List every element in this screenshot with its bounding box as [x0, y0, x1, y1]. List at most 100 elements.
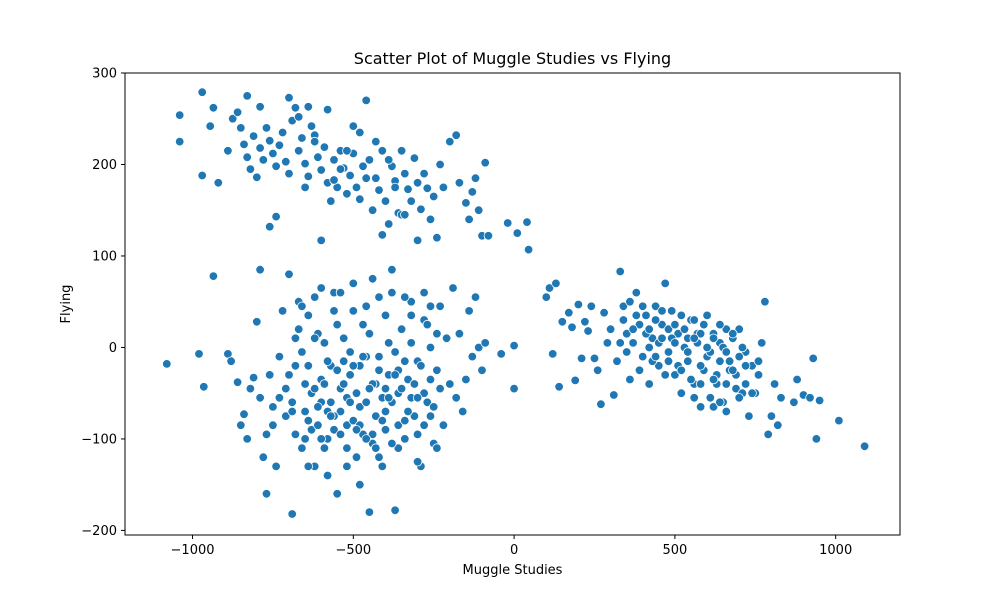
data-point: [734, 393, 744, 403]
data-point: [464, 214, 474, 225]
data-point: [618, 315, 629, 325]
data-point: [351, 182, 362, 193]
data-point: [310, 136, 320, 147]
data-point: [199, 382, 209, 392]
data-point: [300, 379, 310, 389]
data-point: [728, 329, 738, 339]
data-point: [205, 121, 215, 131]
data-point: [332, 365, 342, 376]
data-point: [406, 196, 416, 206]
data-point: [631, 310, 642, 321]
data-point: [248, 131, 259, 141]
data-point: [599, 308, 609, 318]
data-point: [454, 329, 465, 339]
data-point: [384, 219, 394, 229]
data-point: [644, 324, 654, 334]
data-point: [593, 365, 603, 376]
data-point: [345, 397, 355, 408]
data-point: [300, 406, 310, 417]
data-point: [342, 146, 352, 156]
data-point: [316, 434, 326, 444]
data-point: [239, 409, 249, 419]
data-point: [265, 221, 275, 232]
data-point: [313, 402, 323, 412]
plot-frame: [124, 72, 901, 536]
data-point: [197, 87, 207, 97]
data-point: [326, 397, 336, 408]
data-point: [396, 324, 407, 334]
data-point: [728, 365, 738, 376]
data-point: [319, 443, 330, 453]
data-point: [351, 388, 362, 398]
data-point: [544, 283, 555, 293]
data-point: [374, 351, 384, 362]
data-point: [425, 301, 436, 312]
data-point: [670, 338, 680, 348]
data-point: [355, 127, 365, 138]
data-point: [586, 301, 597, 312]
data-point: [474, 342, 484, 353]
data-point: [412, 457, 423, 467]
data-point: [523, 244, 534, 255]
data-point: [335, 287, 346, 298]
data-point: [753, 356, 764, 366]
data-point: [422, 397, 433, 408]
data-point: [322, 104, 333, 115]
data-point: [657, 306, 667, 316]
data-point: [274, 140, 285, 151]
data-point: [683, 356, 693, 366]
data-point: [650, 351, 661, 362]
data-point: [705, 393, 716, 403]
data-point: [335, 164, 346, 174]
data-point: [734, 324, 744, 334]
data-point: [274, 393, 285, 403]
data-point: [673, 329, 683, 339]
data-point: [461, 198, 471, 208]
data-point: [242, 434, 252, 444]
data-point: [339, 379, 349, 389]
data-point: [342, 420, 352, 430]
data-point: [425, 374, 436, 385]
data-point: [265, 135, 275, 146]
data-point: [332, 489, 342, 499]
data-point: [316, 283, 326, 293]
data-point: [773, 420, 783, 430]
data-point: [287, 397, 297, 408]
data-point: [274, 351, 285, 362]
data-point: [268, 402, 278, 412]
data-point: [644, 379, 654, 389]
data-point: [400, 434, 410, 444]
data-point: [576, 353, 587, 364]
data-point: [342, 189, 352, 199]
data-point: [753, 370, 764, 380]
data-point: [319, 379, 330, 389]
data-point: [387, 438, 397, 449]
data-point: [197, 170, 207, 181]
data-point: [339, 356, 349, 366]
data-point: [406, 338, 416, 348]
data-point: [541, 292, 552, 302]
data-point: [557, 317, 568, 327]
data-point: [740, 361, 751, 371]
data-point: [316, 165, 326, 175]
data-point: [432, 232, 442, 243]
data-point: [695, 379, 706, 389]
data-point: [294, 112, 304, 122]
data-point: [306, 121, 317, 131]
data-point: [303, 415, 314, 426]
data-point: [303, 310, 314, 321]
data-point: [364, 383, 375, 394]
data-point: [602, 338, 613, 348]
data-point: [208, 103, 219, 113]
data-point: [364, 155, 375, 165]
data-point: [255, 393, 265, 403]
data-point: [364, 329, 375, 339]
data-point: [660, 370, 670, 380]
data-point: [239, 139, 249, 150]
data-point: [769, 379, 780, 389]
data-point: [470, 173, 481, 183]
data-point: [380, 196, 391, 206]
data-point: [290, 429, 301, 440]
data-point: [400, 356, 410, 366]
data-point: [683, 347, 693, 357]
